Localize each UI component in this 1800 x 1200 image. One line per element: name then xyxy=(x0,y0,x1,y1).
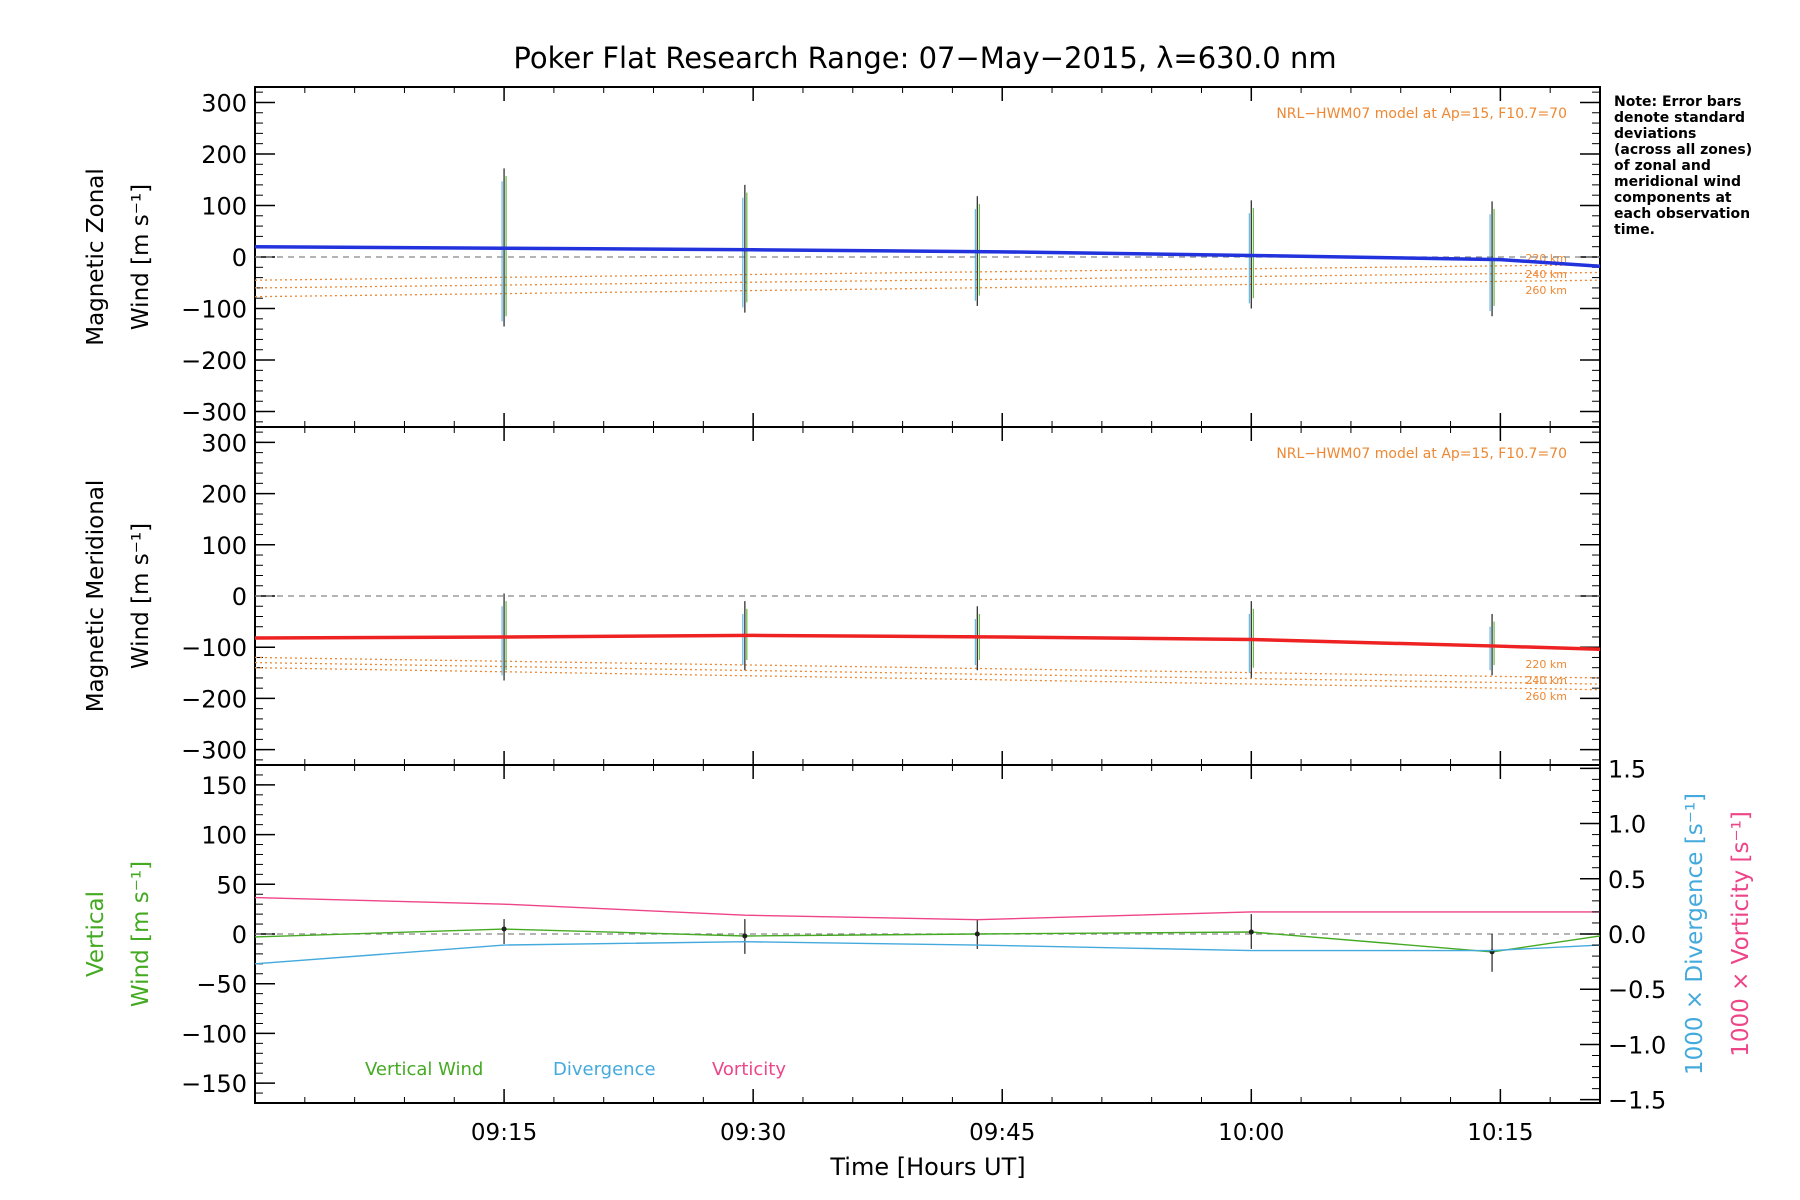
note-line: each observation xyxy=(1614,206,1750,222)
y-tick-label: 300 xyxy=(201,429,247,457)
meridional-ylabel-line2: Wind [m s⁻¹] xyxy=(128,523,154,669)
note-line: time. xyxy=(1614,222,1655,238)
y-tick-label: −50 xyxy=(196,971,247,999)
y2-tick-label: −0.5 xyxy=(1608,976,1666,1004)
figure-title: Poker Flat Research Range: 07−May−2015, … xyxy=(513,41,1336,75)
meridional-model-label: NRL−HWM07 model at Ap=15, F10.7=70 xyxy=(1276,446,1567,462)
note-line: (across all zones) xyxy=(1614,142,1752,158)
x-tick-label: 09:15 xyxy=(471,1120,537,1146)
y2-tick-label: 1.5 xyxy=(1608,755,1646,783)
model-line xyxy=(254,264,1601,281)
meridional-ylabel-line1: Magnetic Meridional xyxy=(83,480,109,713)
vertical-wind-point xyxy=(1248,929,1254,935)
series-line-vorticity xyxy=(254,896,1600,921)
model-line xyxy=(254,271,1601,289)
meridional-model-alt-260: 260 km xyxy=(1525,690,1567,703)
series-line-divergence xyxy=(254,941,1601,965)
y-tick-label: −150 xyxy=(181,1070,247,1098)
y-tick-label: −100 xyxy=(181,1020,247,1048)
x-tick-label: 09:30 xyxy=(720,1120,786,1146)
divergence-axis-label: 1000 × Divergence [s⁻¹] xyxy=(1682,793,1708,1075)
meridional-model-alt-240: 240 km xyxy=(1525,674,1567,687)
y-tick-label: 0 xyxy=(232,921,247,949)
x-tick-label: 10:00 xyxy=(1218,1120,1284,1146)
zonal-ylabel-line1: Magnetic Zonal xyxy=(83,168,109,346)
note-line: meridional wind xyxy=(1614,174,1741,190)
x-axis-label: Time [Hours UT] xyxy=(829,1153,1025,1181)
y-tick-label: 100 xyxy=(201,822,247,850)
zonal-model-alt-260: 260 km xyxy=(1525,284,1567,297)
y-tick-label: −300 xyxy=(181,737,247,765)
y-tick-label: 150 xyxy=(201,772,247,800)
y-tick-label: 50 xyxy=(216,871,247,899)
y-tick-label: −100 xyxy=(181,634,247,662)
y-tick-label: 300 xyxy=(201,89,247,117)
legend-vorticity: Vorticity xyxy=(712,1059,786,1080)
legend-vertical-wind: Vertical Wind xyxy=(365,1059,483,1080)
vorticity-axis-label: 1000 × Vorticity [s⁻¹] xyxy=(1728,811,1754,1057)
meridional-model-alt-220: 220 km xyxy=(1525,658,1567,671)
vertical-ylabel-line1: Vertical xyxy=(83,891,109,977)
y-tick-label: 0 xyxy=(232,244,247,272)
series-line-measured xyxy=(254,633,1601,652)
series-line-measured xyxy=(254,244,1601,269)
y-tick-label: 200 xyxy=(201,481,247,509)
y2-tick-label: 0.5 xyxy=(1608,866,1646,894)
y2-tick-label: −1.5 xyxy=(1608,1087,1666,1115)
y-tick-label: −200 xyxy=(181,685,247,713)
legend-divergence: Divergence xyxy=(553,1059,656,1080)
y-tick-label: 200 xyxy=(201,141,247,169)
vertical-wind-point xyxy=(501,926,507,932)
vertical-wind-point xyxy=(974,931,980,937)
y2-tick-label: −1.0 xyxy=(1608,1031,1666,1059)
note-line: components at xyxy=(1614,190,1732,206)
zonal-model-alt-240: 240 km xyxy=(1525,268,1567,281)
note-text: Note: Error bars denote standard deviati… xyxy=(1614,94,1757,238)
y2-tick-label: 0.0 xyxy=(1608,921,1646,949)
y-tick-label: 0 xyxy=(232,583,247,611)
x-tick-label: 09:45 xyxy=(969,1120,1035,1146)
model-line xyxy=(254,661,1601,685)
y2-tick-label: 1.0 xyxy=(1608,811,1646,839)
model-line xyxy=(254,667,1601,691)
note-line: denote standard xyxy=(1614,110,1745,126)
x-tick-label: 10:15 xyxy=(1467,1120,1533,1146)
y-tick-label: 100 xyxy=(201,532,247,560)
model-line xyxy=(254,656,1601,679)
vertical-wind-point xyxy=(742,933,748,939)
y-tick-label: −300 xyxy=(181,399,247,427)
zonal-model-label: NRL−HWM07 model at Ap=15, F10.7=70 xyxy=(1276,106,1567,122)
y-tick-label: 100 xyxy=(201,192,247,220)
model-line xyxy=(254,279,1601,298)
y-tick-label: −100 xyxy=(181,296,247,324)
y-tick-label: −200 xyxy=(181,347,247,375)
note-line: deviations xyxy=(1614,126,1696,142)
zonal-ylabel-line2: Wind [m s⁻¹] xyxy=(128,184,154,330)
vertical-ylabel-line2: Wind [m s⁻¹] xyxy=(128,861,154,1007)
note-line: of zonal and xyxy=(1614,158,1711,174)
chart-marks: 3002001000−100−200−3003002001000−100−200… xyxy=(181,87,1666,1146)
note-line: Note: Error bars xyxy=(1614,94,1741,110)
